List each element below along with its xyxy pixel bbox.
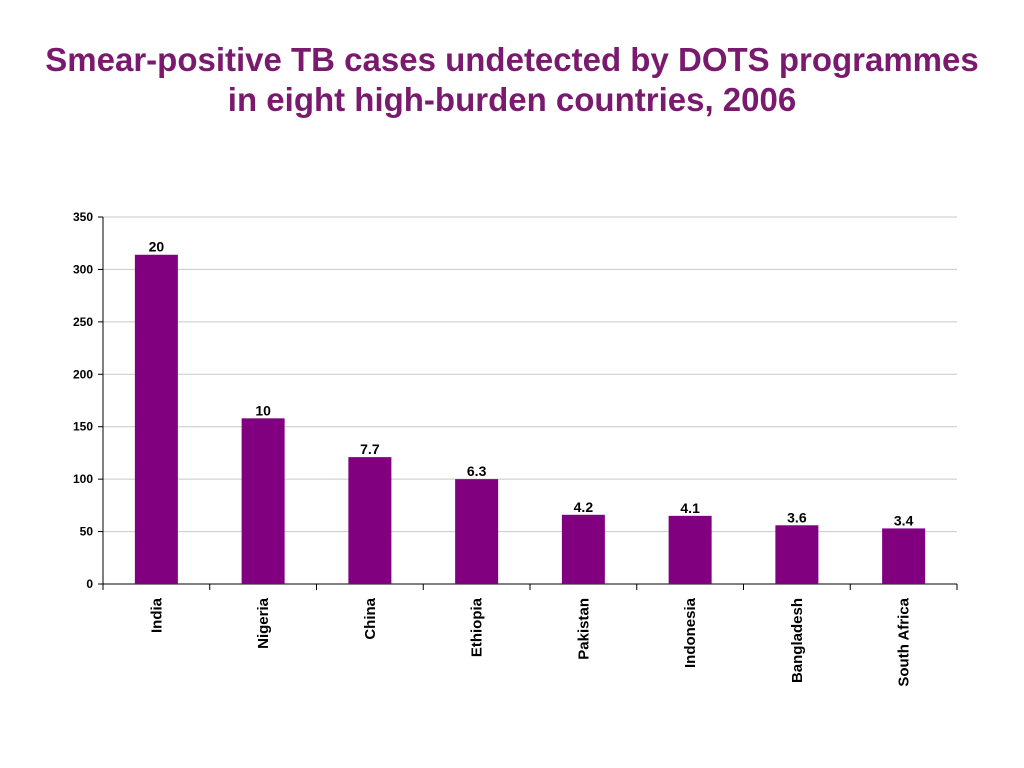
data-label: 3.4 [894, 512, 914, 528]
gridlines [103, 216, 957, 533]
data-label: 6.3 [467, 463, 487, 479]
data-label: 3.6 [787, 509, 807, 525]
bar-nigeria [241, 418, 285, 584]
y-tick-label: 350 [73, 210, 93, 224]
bar-india [134, 254, 178, 584]
bar-pakistan [561, 514, 605, 584]
chart-title-line2: in eight high-burden countries, 2006 [227, 81, 797, 118]
data-label: 10 [255, 402, 271, 418]
bar-bangladesh [775, 525, 819, 584]
y-tick-label: 150 [73, 420, 93, 434]
chart-title: Smear-positive TB cases undetected by DO… [0, 40, 1024, 120]
x-category-label: India [148, 597, 165, 633]
y-tick-label: 250 [73, 315, 93, 329]
labels: 0 50 100 150 200 250 300 350 20 India 10 Nigeria 7.7… [73, 210, 914, 687]
data-label: 20 [149, 239, 165, 255]
x-category-label: Indonesia [682, 597, 699, 668]
y-tick-label: 100 [73, 472, 93, 486]
bar-china [348, 457, 392, 584]
bars [134, 254, 926, 584]
y-tick-label: 0 [86, 577, 93, 591]
data-label: 4.1 [680, 500, 700, 516]
axes [98, 216, 958, 590]
data-label: 4.2 [574, 499, 594, 515]
x-category-label: Ethiopia [469, 597, 486, 657]
x-category-label: Bangladesh [789, 598, 806, 683]
x-category-label: Nigeria [255, 597, 272, 649]
x-category-label: Pakistan [575, 598, 592, 660]
data-label: 7.7 [360, 441, 380, 457]
x-category-label: China [362, 597, 379, 639]
bar-ethiopia [455, 479, 499, 584]
y-tick-label: 300 [73, 262, 93, 276]
chart-title-line1: Smear-positive TB cases undetected by DO… [45, 41, 979, 78]
bar-south-africa [882, 528, 926, 584]
y-tick-label: 50 [80, 525, 94, 539]
bar-indonesia [668, 515, 712, 584]
x-category-label: South Africa [896, 597, 913, 686]
y-tick-label: 200 [73, 367, 93, 381]
